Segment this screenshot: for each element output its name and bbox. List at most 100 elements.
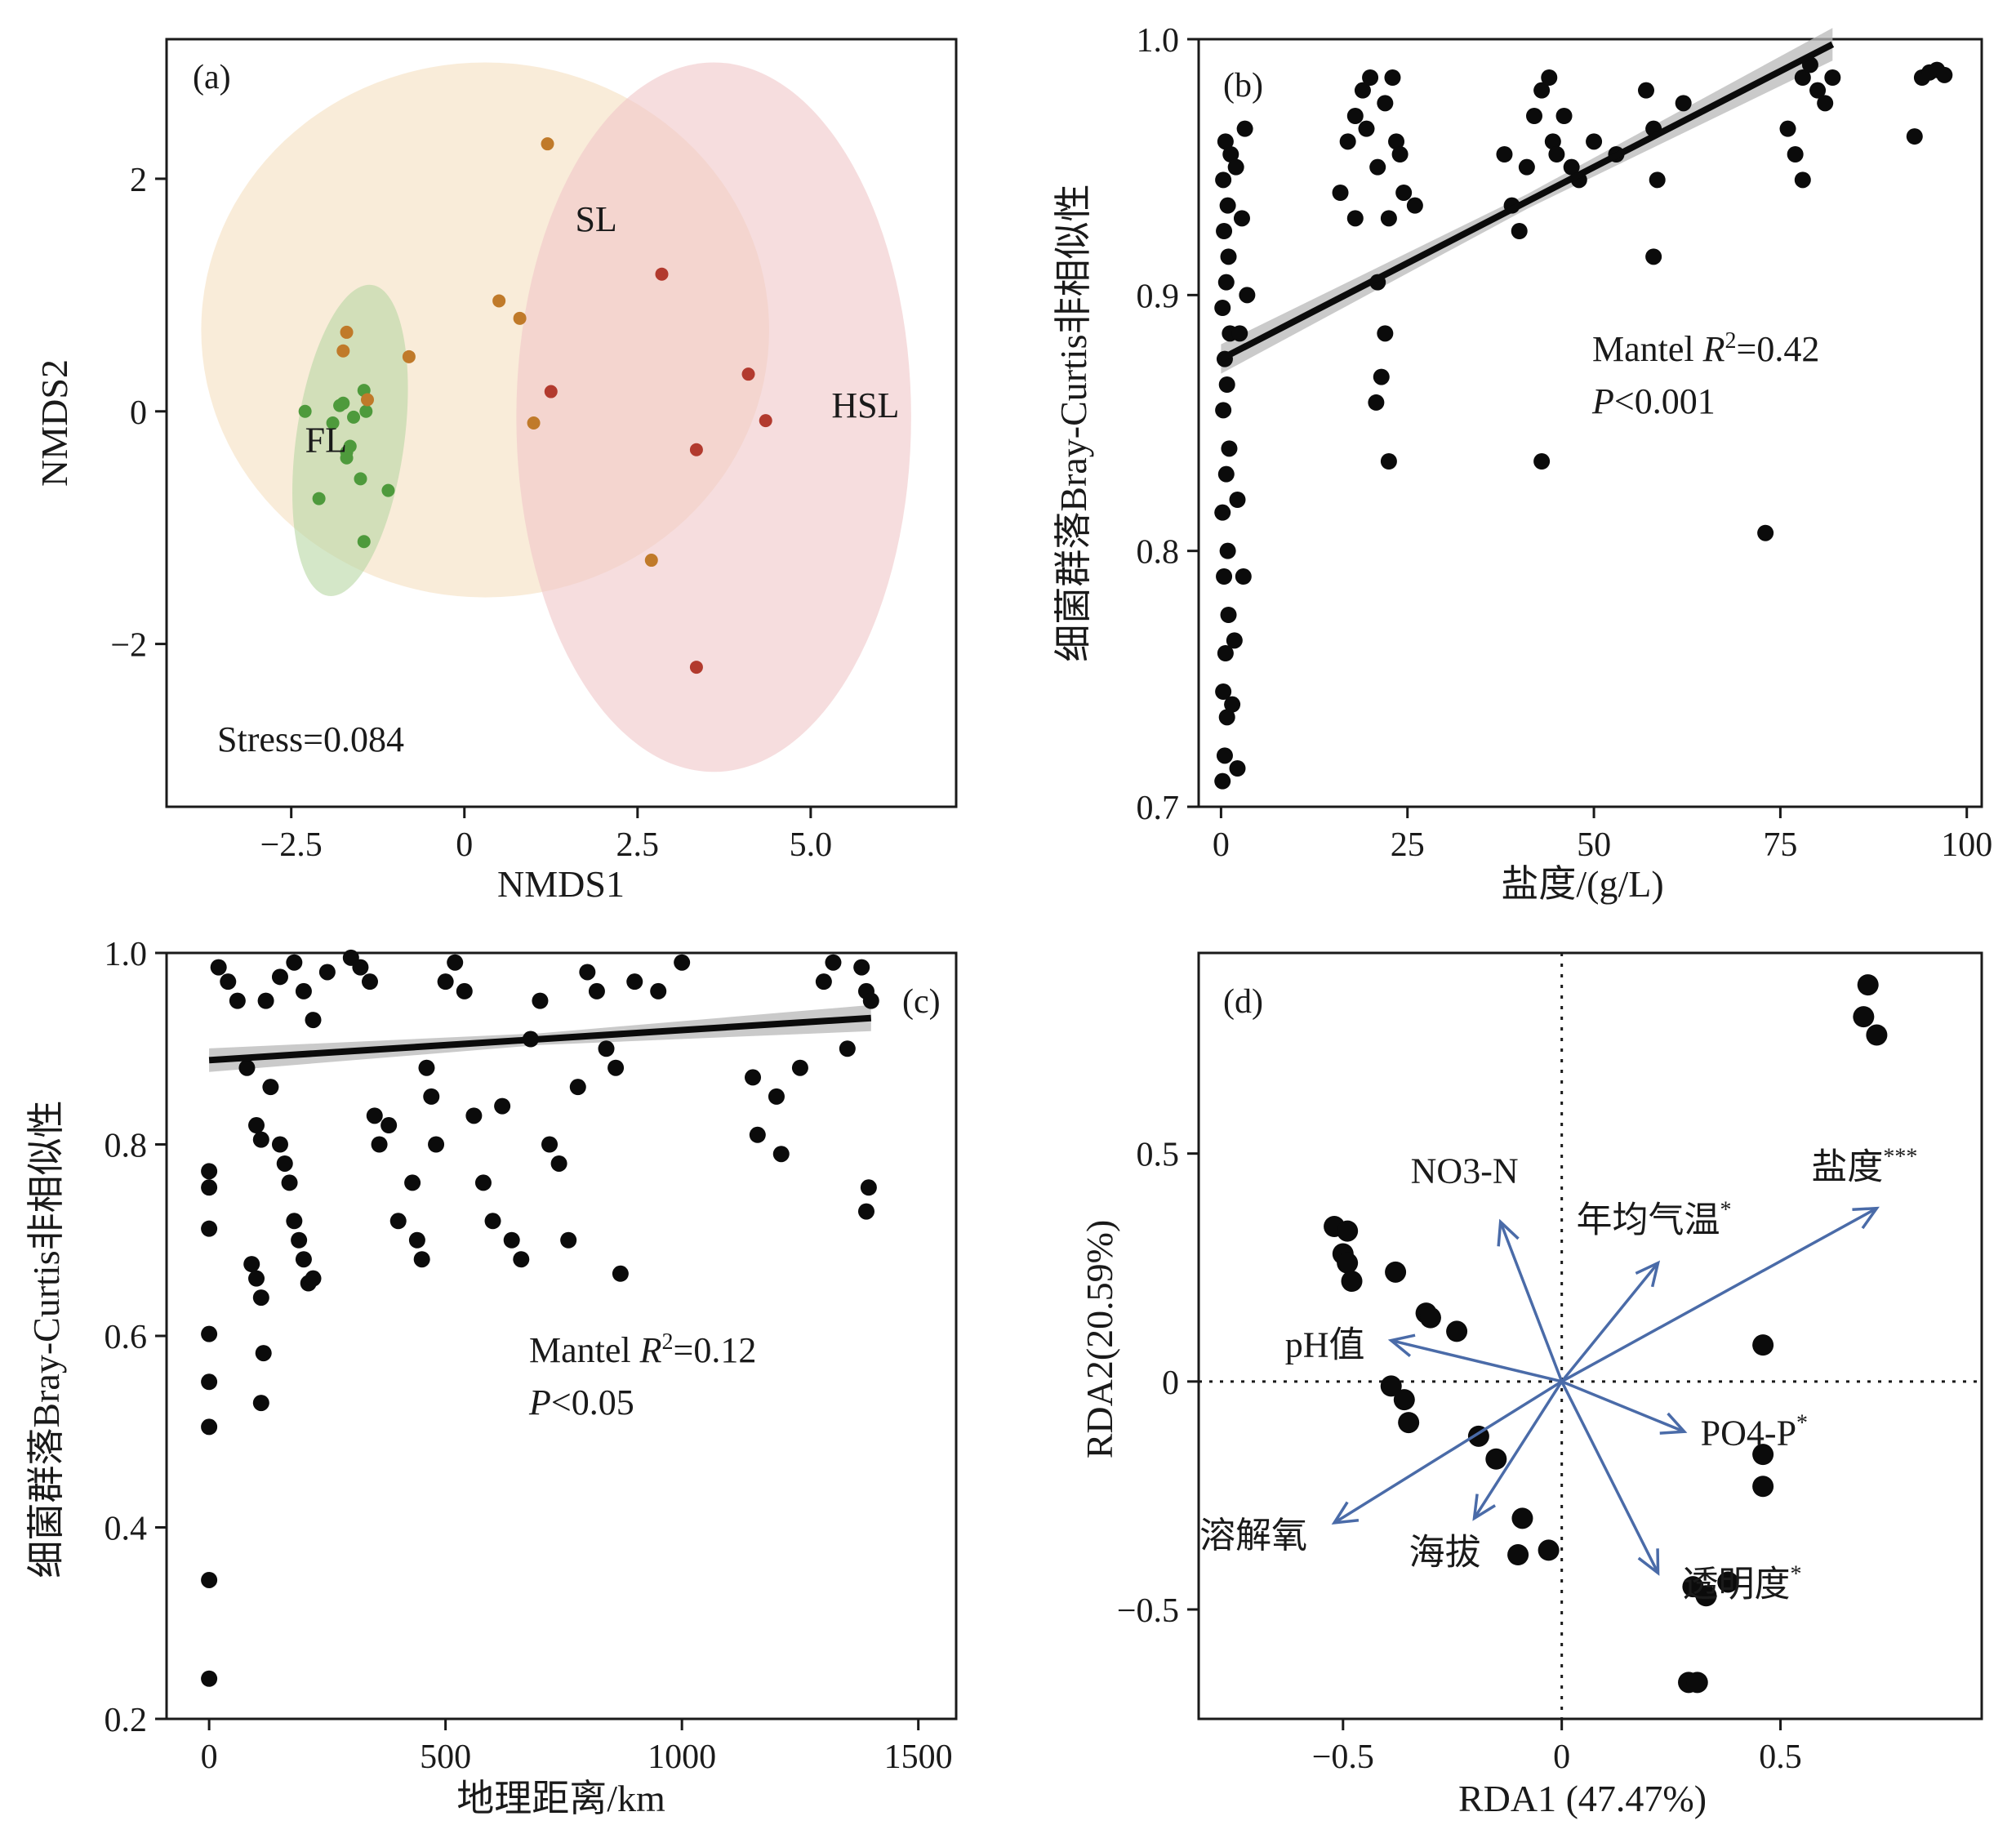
d-vector-label: 盐度*** xyxy=(1811,1145,1917,1187)
b-y-axis-label: 细菌群落Bray-Curtis非相似性 xyxy=(1053,184,1094,661)
d-site-point xyxy=(1752,1476,1774,1498)
c-p-letter: P xyxy=(528,1382,551,1422)
d-vector-arrow xyxy=(1499,1221,1564,1382)
b-point xyxy=(1214,772,1231,790)
fl-group-label: FL xyxy=(305,421,347,461)
d-vector-label-sup: * xyxy=(1720,1198,1732,1223)
c-point xyxy=(295,982,312,999)
c-point xyxy=(862,992,879,1009)
b-point xyxy=(1675,95,1692,112)
a-ellipses xyxy=(201,62,911,772)
a-plot-frame xyxy=(165,38,958,808)
b-point xyxy=(1239,287,1256,304)
b-point xyxy=(1218,709,1235,726)
panel-a-nmds: −2.5 0 2.5 5.0 2 0 −2 FL SL HSL (a) Stress=0.084… xyxy=(33,38,958,905)
sl-point xyxy=(513,311,527,325)
d-vector-arrowhead xyxy=(1852,1206,1880,1230)
d-vector-arrowhead xyxy=(1331,1501,1360,1525)
c-point xyxy=(825,954,842,971)
c-point xyxy=(588,982,605,999)
b-ytick-label: 1.0 xyxy=(1137,22,1180,60)
c-point xyxy=(262,1079,279,1096)
d-site-point xyxy=(1717,1571,1739,1593)
d-vector-arrowhead xyxy=(1637,1548,1660,1576)
b-point xyxy=(1332,185,1349,201)
sl-group-label: SL xyxy=(575,199,616,239)
c-p-annotation: P<0.05 xyxy=(528,1382,634,1422)
c-point xyxy=(532,992,549,1009)
b-point xyxy=(1233,210,1250,227)
c-point xyxy=(418,1059,435,1076)
c-point xyxy=(276,1155,293,1172)
d-vector-label-text: NO3-N xyxy=(1411,1151,1519,1191)
c-point xyxy=(494,1097,511,1115)
d-vector-label: 海拔 xyxy=(1409,1532,1481,1572)
c-panel-label: (c) xyxy=(902,983,941,1021)
hsl-point xyxy=(689,443,703,456)
fl-point xyxy=(326,416,340,430)
a-ticks: −2.5 0 2.5 5.0 2 0 −2 xyxy=(110,162,832,864)
d-vector-label-text: pH值 xyxy=(1285,1325,1365,1365)
d-site-point xyxy=(1695,1585,1717,1607)
a-points xyxy=(298,137,772,674)
c-mantel-prefix: Mantel xyxy=(529,1330,640,1370)
d-site-point xyxy=(1866,1024,1888,1046)
a-ytick-label: 2 xyxy=(130,162,147,199)
c-point xyxy=(381,1117,398,1134)
c-point xyxy=(252,1395,269,1412)
c-point xyxy=(626,973,643,991)
a-panel-label: (a) xyxy=(193,59,231,96)
sl-point xyxy=(360,393,374,407)
b-point xyxy=(1221,440,1238,457)
b-point xyxy=(1384,69,1401,86)
b-point xyxy=(1219,197,1236,214)
b-point xyxy=(1544,133,1561,150)
d-vector-label-text: 透明度 xyxy=(1683,1564,1791,1604)
c-mantel-value: =0.12 xyxy=(674,1330,757,1370)
b-plot-frame xyxy=(1197,38,1983,808)
b-p-value: <0.001 xyxy=(1614,381,1716,421)
b-point xyxy=(1395,185,1413,201)
d-site-point xyxy=(1385,1261,1407,1283)
c-point xyxy=(366,1107,383,1124)
b-point xyxy=(1219,542,1236,559)
b-point xyxy=(1218,376,1235,393)
c-point xyxy=(860,1179,877,1196)
c-ytick-label: 0.8 xyxy=(105,1128,148,1165)
c-point xyxy=(428,1136,445,1153)
c-mantel-sup: 2 xyxy=(662,1329,674,1355)
d-vector-arrowhead xyxy=(1472,1494,1496,1521)
b-point xyxy=(1555,108,1573,124)
b-point xyxy=(1339,133,1356,150)
c-point xyxy=(857,1203,874,1220)
c-ytick-label: 0.2 xyxy=(105,1702,148,1739)
c-point xyxy=(541,1136,559,1153)
d-vector-arrow xyxy=(1473,1380,1564,1520)
b-p-annotation: P<0.001 xyxy=(1591,381,1716,421)
b-xtick-label: 50 xyxy=(1577,826,1611,864)
c-ticks: 0 500 1000 1500 0.2 0.4 0.6 0.8 1.0 xyxy=(105,936,953,1776)
c-point xyxy=(305,1270,322,1287)
c-point xyxy=(550,1155,567,1172)
a-group-labels: FL SL HSL xyxy=(305,199,900,461)
c-point xyxy=(220,973,237,991)
d-site-point xyxy=(1538,1539,1560,1561)
d-points xyxy=(1324,974,1888,1694)
a-xtick-label: −2.5 xyxy=(260,826,323,864)
hsl-point xyxy=(741,367,755,381)
b-point xyxy=(1649,171,1666,189)
c-ytick-label: 1.0 xyxy=(105,936,148,973)
b-point xyxy=(1906,128,1923,145)
d-site-point xyxy=(1511,1507,1533,1529)
c-point xyxy=(281,1174,298,1191)
c-fit-line xyxy=(208,1014,872,1064)
b-point xyxy=(1358,120,1375,137)
d-vector-label-text: 盐度 xyxy=(1811,1147,1883,1187)
d-site-point xyxy=(1752,1444,1774,1466)
b-point xyxy=(1388,133,1405,150)
c-point xyxy=(201,1179,218,1196)
c-point xyxy=(749,1126,766,1143)
c-point xyxy=(768,1088,785,1105)
sl-point xyxy=(402,349,416,363)
c-point xyxy=(291,1231,308,1249)
